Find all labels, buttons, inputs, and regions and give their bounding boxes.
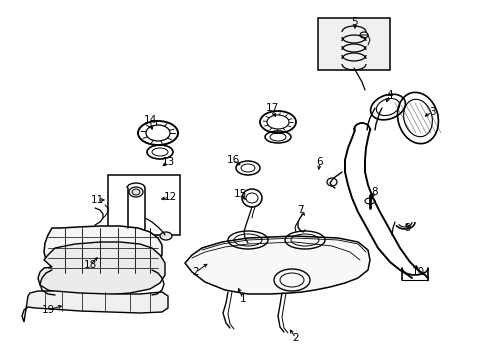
Text: 7: 7 bbox=[296, 205, 303, 215]
Polygon shape bbox=[184, 236, 369, 294]
Text: 2: 2 bbox=[292, 333, 299, 343]
Text: 3: 3 bbox=[428, 107, 434, 117]
Text: 18: 18 bbox=[83, 260, 97, 270]
Text: 15: 15 bbox=[233, 189, 246, 199]
Bar bbox=[317, 18, 389, 70]
Ellipse shape bbox=[132, 189, 140, 195]
Text: 19: 19 bbox=[41, 305, 55, 315]
Text: 12: 12 bbox=[163, 192, 176, 202]
Ellipse shape bbox=[160, 232, 172, 240]
Text: 9: 9 bbox=[404, 223, 410, 233]
Polygon shape bbox=[22, 291, 168, 322]
Text: 8: 8 bbox=[371, 187, 378, 197]
Text: 2: 2 bbox=[192, 267, 199, 277]
Polygon shape bbox=[44, 226, 162, 276]
Text: 17: 17 bbox=[265, 103, 278, 113]
Text: 5: 5 bbox=[351, 17, 358, 27]
Text: 1: 1 bbox=[239, 294, 246, 304]
Text: 14: 14 bbox=[143, 115, 156, 125]
Text: 10: 10 bbox=[410, 267, 424, 277]
Text: 11: 11 bbox=[90, 195, 103, 205]
Bar bbox=[108, 175, 180, 235]
Polygon shape bbox=[38, 242, 164, 295]
Text: 16: 16 bbox=[226, 155, 239, 165]
Text: 6: 6 bbox=[316, 157, 323, 167]
Text: 4: 4 bbox=[386, 90, 392, 100]
Text: 13: 13 bbox=[161, 157, 174, 167]
